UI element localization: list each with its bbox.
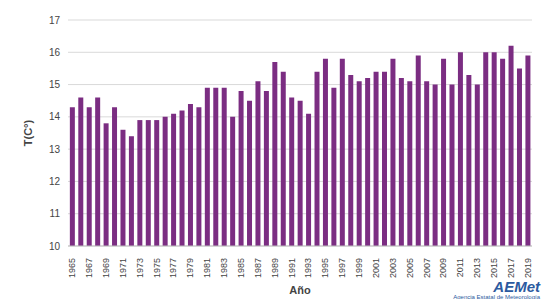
svg-text:2003: 2003 — [388, 258, 398, 278]
svg-text:2013: 2013 — [472, 258, 482, 278]
svg-text:1973: 1973 — [135, 258, 145, 278]
svg-text:2011: 2011 — [455, 258, 465, 277]
svg-text:12: 12 — [49, 176, 61, 187]
svg-text:1985: 1985 — [236, 258, 246, 278]
svg-text:Año: Año — [289, 284, 311, 296]
svg-text:2017: 2017 — [506, 258, 516, 278]
svg-text:16: 16 — [49, 47, 61, 58]
svg-text:13: 13 — [49, 144, 61, 155]
svg-text:1997: 1997 — [337, 258, 347, 278]
svg-text:14: 14 — [49, 111, 61, 122]
svg-text:1977: 1977 — [168, 258, 178, 278]
svg-text:1983: 1983 — [219, 258, 229, 278]
svg-text:T(C°): T(C°) — [22, 119, 34, 146]
svg-text:2007: 2007 — [422, 258, 432, 278]
svg-text:1993: 1993 — [303, 258, 313, 278]
svg-text:1969: 1969 — [101, 258, 111, 278]
svg-text:2019: 2019 — [523, 258, 533, 278]
svg-text:1989: 1989 — [270, 258, 280, 278]
svg-text:2001: 2001 — [371, 258, 381, 278]
svg-text:15: 15 — [49, 79, 61, 90]
svg-text:1999: 1999 — [354, 258, 364, 278]
svg-text:11: 11 — [50, 208, 61, 219]
svg-text:1979: 1979 — [185, 258, 195, 278]
svg-text:2015: 2015 — [489, 258, 499, 278]
svg-text:17: 17 — [49, 15, 61, 26]
svg-text:2009: 2009 — [438, 258, 448, 278]
html-text:AEMet: AEMet — [493, 278, 540, 295]
svg-text:1987: 1987 — [253, 258, 263, 278]
svg-text:1975: 1975 — [152, 258, 162, 278]
svg-text:1995: 1995 — [320, 258, 330, 278]
svg-text:10: 10 — [49, 241, 61, 252]
svg-text:2005: 2005 — [405, 258, 415, 278]
svg-text:1967: 1967 — [84, 258, 94, 278]
svg-text:1991: 1991 — [287, 258, 297, 278]
html-text:Agencia Estatal de Meteorologí: Agencia Estatal de Meteorología — [453, 294, 540, 300]
svg-text:1971: 1971 — [118, 258, 128, 278]
svg-text:1981: 1981 — [202, 258, 212, 278]
svg-text:1965: 1965 — [67, 258, 77, 278]
